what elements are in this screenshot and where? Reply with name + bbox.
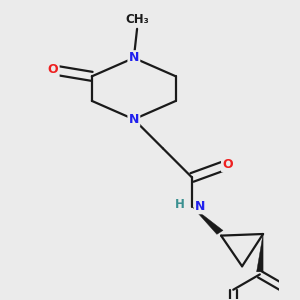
Text: O: O [222, 158, 233, 171]
Text: H: H [175, 198, 185, 212]
Text: N: N [129, 51, 139, 64]
Text: N: N [195, 200, 205, 213]
Polygon shape [256, 234, 263, 272]
Text: CH₃: CH₃ [125, 13, 149, 26]
Text: N: N [129, 113, 139, 126]
Polygon shape [192, 206, 223, 234]
Text: O: O [48, 63, 58, 76]
